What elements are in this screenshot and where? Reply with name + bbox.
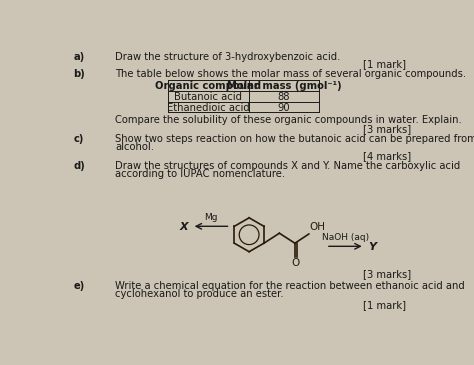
Text: Compare the solubility of these organic compounds in water. Explain.: Compare the solubility of these organic … bbox=[115, 115, 462, 126]
Text: O: O bbox=[292, 258, 300, 268]
Text: [1 mark]: [1 mark] bbox=[363, 59, 406, 69]
Text: 88: 88 bbox=[278, 92, 290, 102]
Text: [4 marks]: [4 marks] bbox=[363, 151, 411, 161]
Text: Write a chemical equation for the reaction between ethanoic acid and: Write a chemical equation for the reacti… bbox=[115, 281, 465, 291]
Text: Draw the structures of compounds X and Y. Name the carboxylic acid: Draw the structures of compounds X and Y… bbox=[115, 161, 460, 171]
Text: Show two steps reaction on how the butanoic acid can be prepared from: Show two steps reaction on how the butan… bbox=[115, 134, 474, 144]
Text: OH: OH bbox=[310, 222, 326, 232]
Text: a): a) bbox=[73, 51, 84, 61]
Text: Draw the structure of 3-hydroxybenzoic acid.: Draw the structure of 3-hydroxybenzoic a… bbox=[115, 51, 340, 61]
Text: 90: 90 bbox=[278, 103, 290, 113]
Text: [3 marks]: [3 marks] bbox=[363, 124, 411, 134]
Text: Molar mass (gmol⁻¹): Molar mass (gmol⁻¹) bbox=[227, 81, 341, 91]
Text: d): d) bbox=[73, 161, 85, 171]
Text: Y: Y bbox=[368, 242, 376, 252]
Text: according to IUPAC nomenclature.: according to IUPAC nomenclature. bbox=[115, 169, 285, 179]
Text: [3 marks]: [3 marks] bbox=[363, 269, 411, 280]
Text: Organic compound: Organic compound bbox=[155, 81, 262, 91]
Text: Mg: Mg bbox=[204, 214, 218, 222]
Text: cyclohexanol to produce an ester.: cyclohexanol to produce an ester. bbox=[115, 289, 283, 299]
Text: The table below shows the molar mass of several organic compounds.: The table below shows the molar mass of … bbox=[115, 69, 466, 79]
Text: [1 mark]: [1 mark] bbox=[363, 300, 406, 310]
Text: Ethanedioic acid: Ethanedioic acid bbox=[167, 103, 250, 113]
Text: b): b) bbox=[73, 69, 85, 79]
Text: c): c) bbox=[73, 134, 83, 144]
Text: NaOH (aq): NaOH (aq) bbox=[322, 234, 369, 242]
Text: Butanoic acid: Butanoic acid bbox=[174, 92, 242, 102]
Text: e): e) bbox=[73, 281, 84, 291]
Text: alcohol.: alcohol. bbox=[115, 142, 154, 152]
Text: X: X bbox=[179, 222, 188, 232]
